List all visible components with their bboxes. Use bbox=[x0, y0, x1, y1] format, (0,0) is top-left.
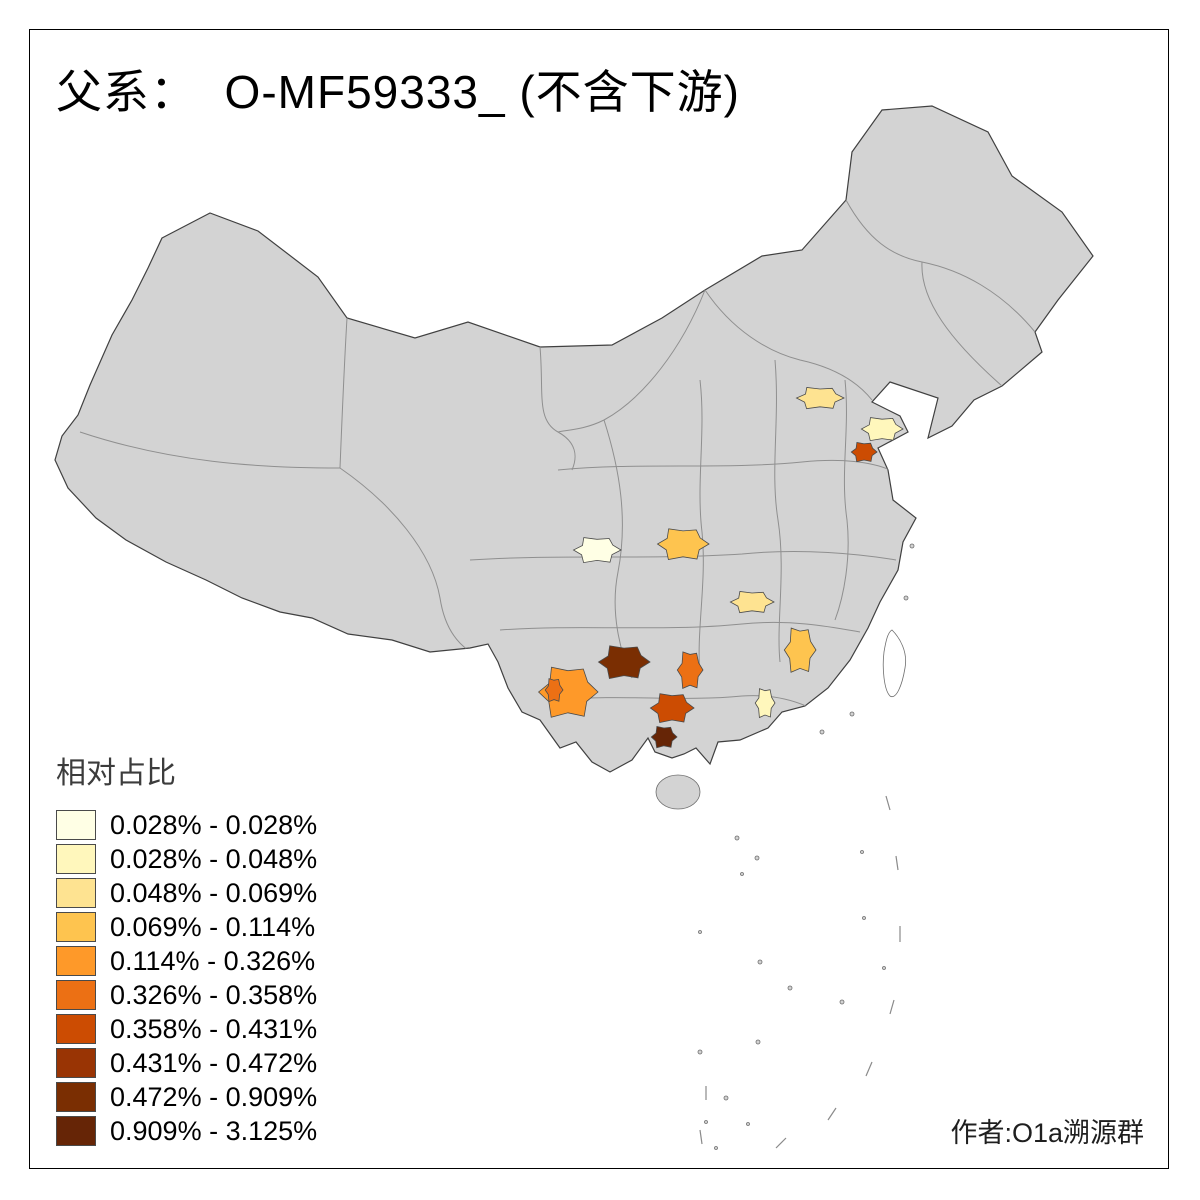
sea-boundary-dashes bbox=[699, 795, 901, 1149]
legend-swatch bbox=[56, 946, 96, 976]
legend: 相对占比 0.028% - 0.028% 0.028% - 0.048% 0.048… bbox=[56, 748, 317, 1148]
map-region-yunnan-west-core bbox=[544, 678, 564, 703]
legend-item: 0.472% - 0.909% bbox=[56, 1080, 317, 1114]
legend-item: 0.028% - 0.028% bbox=[56, 808, 317, 842]
author-credit: 作者:O1a溯源群 bbox=[950, 1118, 1144, 1148]
legend-item-label: 0.069% - 0.114% bbox=[110, 911, 316, 942]
map-region-hunan bbox=[729, 591, 775, 614]
legend-item: 0.431% - 0.472% bbox=[56, 1046, 317, 1080]
map-region-guangxi-south bbox=[650, 726, 678, 749]
legend-swatch bbox=[56, 1014, 96, 1044]
taiwan-outline bbox=[882, 629, 907, 698]
legend-swatch bbox=[56, 810, 96, 840]
legend-item-label: 0.028% - 0.028% bbox=[110, 809, 318, 840]
legend-item-label: 0.909% - 3.125% bbox=[110, 1115, 318, 1146]
legend-item-label: 0.048% - 0.069% bbox=[110, 877, 318, 908]
legend-item: 0.358% - 0.431% bbox=[56, 1012, 317, 1046]
legend-item: 0.326% - 0.358% bbox=[56, 978, 317, 1012]
legend-title: 相对占比 bbox=[56, 757, 176, 790]
highlighted-regions bbox=[537, 387, 904, 749]
legend-swatch bbox=[56, 1048, 96, 1078]
map-region-guangxi-north bbox=[676, 651, 704, 689]
province-borders bbox=[79, 199, 1036, 707]
hainan-island bbox=[655, 774, 701, 810]
legend-swatch bbox=[56, 912, 96, 942]
legend-swatch bbox=[56, 1082, 96, 1112]
legend-item: 0.114% - 0.326% bbox=[56, 944, 317, 978]
map-region-guangxi-central bbox=[649, 693, 695, 723]
legend-items: 0.028% - 0.028% 0.028% - 0.048% 0.048% - 0… bbox=[56, 808, 317, 1148]
legend-item: 0.028% - 0.048% bbox=[56, 842, 317, 876]
legend-item-label: 0.028% - 0.048% bbox=[110, 843, 318, 874]
legend-swatch bbox=[56, 980, 96, 1010]
map-region-qingdao bbox=[850, 442, 878, 463]
legend-item-label: 0.472% - 0.909% bbox=[110, 1081, 318, 1112]
legend-item-label: 0.358% - 0.431% bbox=[110, 1013, 318, 1044]
map-region-guangdong bbox=[754, 688, 776, 719]
legend-swatch bbox=[56, 844, 96, 874]
legend-item-label: 0.431% - 0.472% bbox=[110, 1047, 318, 1078]
legend-item: 0.069% - 0.114% bbox=[56, 910, 317, 944]
legend-swatch bbox=[56, 1116, 96, 1146]
islands bbox=[655, 543, 915, 1150]
map-region-jiangxi bbox=[783, 627, 817, 673]
map-region-chongqing bbox=[656, 528, 710, 560]
map-region-chengdu bbox=[572, 537, 622, 564]
legend-swatch bbox=[56, 878, 96, 908]
legend-item-label: 0.114% - 0.326% bbox=[110, 945, 316, 976]
legend-item: 0.909% - 3.125% bbox=[56, 1114, 317, 1148]
legend-item-label: 0.326% - 0.358% bbox=[110, 979, 318, 1010]
legend-item: 0.048% - 0.069% bbox=[56, 876, 317, 910]
map-region-guizhou-west bbox=[597, 645, 651, 679]
page-title: 父系： O-MF59333_ (不含下游) bbox=[56, 66, 740, 118]
map-region-shandong-west bbox=[795, 387, 845, 410]
